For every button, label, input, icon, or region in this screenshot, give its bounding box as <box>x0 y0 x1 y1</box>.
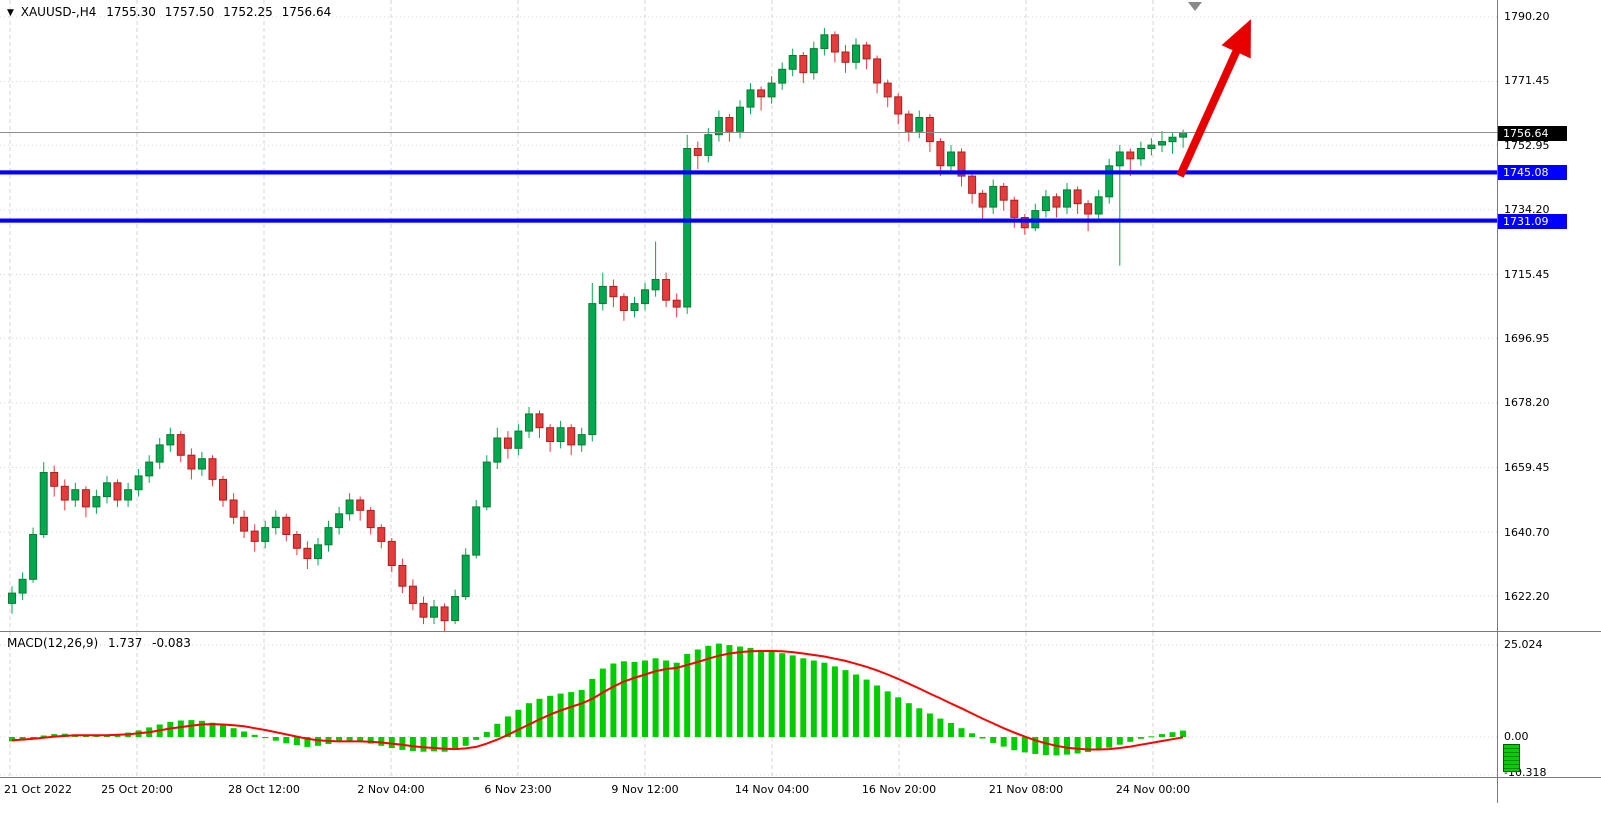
macd-label: MACD(12,26,9) <box>7 636 99 650</box>
horizontal-line-object[interactable] <box>0 170 1497 175</box>
ohlc-open: 1755.30 <box>106 5 156 19</box>
symbol-title: XAUUSD-,H4 <box>20 5 97 19</box>
last-price-tag: 1756.64 <box>1498 126 1567 141</box>
price-axis-label: 1715.45 <box>1504 268 1550 281</box>
pane-separator[interactable] <box>0 777 1601 778</box>
price-axis-label: 1640.70 <box>1504 526 1550 539</box>
chart-header: ▼ XAUUSD-,H4 1755.30 1757.50 1752.25 175… <box>7 5 331 19</box>
time-axis-label: 6 Nov 23:00 <box>484 783 552 796</box>
pane-separator[interactable] <box>0 631 1601 632</box>
horizontal-line-object[interactable] <box>0 218 1497 223</box>
time-axis-label: 25 Oct 20:00 <box>101 783 173 796</box>
time-axis-label: 16 Nov 20:00 <box>861 783 937 796</box>
green-indicator-bar <box>1503 744 1520 772</box>
price-axis-label: 1622.20 <box>1504 590 1550 603</box>
price-axis-label: 1678.20 <box>1504 396 1550 409</box>
candlesticks <box>8 27 1188 631</box>
time-axis-label: 14 Nov 04:00 <box>734 783 810 796</box>
grid <box>0 0 1497 631</box>
time-axis-label: 24 Nov 00:00 <box>1115 783 1191 796</box>
macd-signal-line <box>11 650 1184 751</box>
time-axis-label: 21 Nov 08:00 <box>988 783 1064 796</box>
trend-arrow[interactable] <box>1176 19 1251 178</box>
price-axis-label: 1734.20 <box>1504 203 1550 216</box>
hline-price-tag: 1731.09 <box>1498 214 1567 229</box>
time-axis-label: 28 Oct 12:00 <box>228 783 300 796</box>
macd-histogram <box>9 643 1187 756</box>
price-axis-label: 1752.95 <box>1504 139 1550 152</box>
symbol-marker-icon: ▼ <box>7 8 14 18</box>
object-anchor-icon[interactable] <box>1188 2 1202 11</box>
macd-header: MACD(12,26,9) 1.737 -0.083 <box>7 636 197 650</box>
time-axis-label: 2 Nov 04:00 <box>357 783 425 796</box>
time-axis-label: 9 Nov 12:00 <box>611 783 679 796</box>
price-axis-label: 1696.95 <box>1504 332 1550 345</box>
price-axis-border <box>1497 0 1498 803</box>
ohlc-close: 1756.64 <box>281 5 332 19</box>
macd-axis-label: 0.00 <box>1504 730 1529 743</box>
price-axis-label: 1790.20 <box>1504 10 1550 23</box>
hline-price-tag: 1745.08 <box>1498 165 1567 180</box>
ohlc-high: 1757.50 <box>164 5 215 19</box>
macd-axis-label: 25.024 <box>1504 638 1543 651</box>
macd-signal-value: -0.083 <box>152 636 191 650</box>
time-axis-label: 21 Oct 2022 <box>4 783 73 796</box>
price-chart-pane[interactable] <box>0 0 1497 631</box>
macd-main-value: 1.737 <box>107 636 143 650</box>
price-axis-label: 1771.45 <box>1504 74 1550 87</box>
macd-indicator-pane[interactable] <box>0 632 1497 777</box>
ohlc-low: 1752.25 <box>223 5 273 19</box>
price-axis-label: 1659.45 <box>1504 461 1550 474</box>
